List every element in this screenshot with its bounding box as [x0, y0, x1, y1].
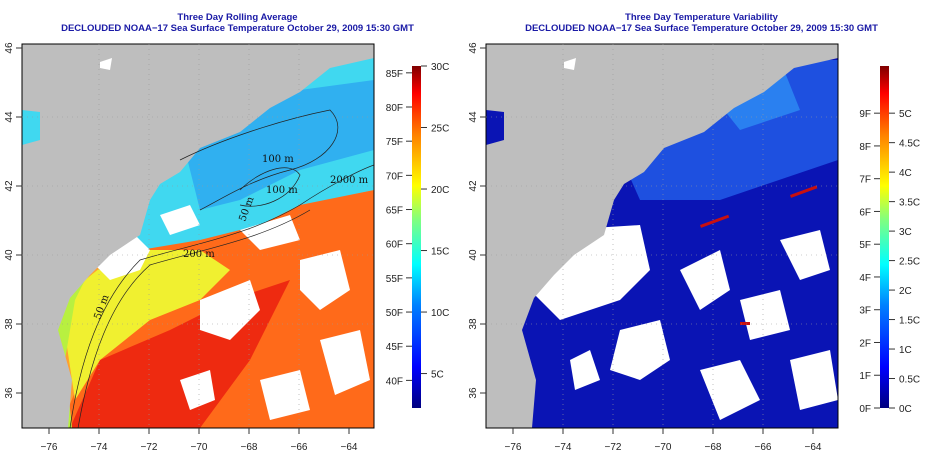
lon-tick-label: −66	[291, 442, 308, 453]
lon-tick-label: −68	[705, 442, 722, 453]
lat-tick-label: 38	[468, 318, 479, 330]
lat-tick-label: 42	[468, 180, 479, 192]
celsius-tick-label: 3C	[899, 227, 912, 238]
lat-tick-label: 38	[4, 318, 15, 330]
fahrenheit-tick-label: 9F	[859, 109, 871, 120]
fahrenheit-tick-label: 2F	[859, 338, 871, 349]
contour-label: 100 m	[266, 185, 298, 196]
celsius-tick-label: 2C	[899, 286, 912, 297]
fahrenheit-tick-label: 3F	[859, 306, 871, 317]
lon-tick-label: −72	[605, 442, 622, 453]
fahrenheit-tick-label: 55F	[386, 274, 403, 285]
lon-tick-label: −68	[241, 442, 258, 453]
shelf-water	[180, 80, 374, 210]
left-colorbar	[412, 66, 421, 408]
fahrenheit-tick-label: 85F	[386, 69, 403, 80]
land	[486, 44, 838, 428]
lat-tick-label: 44	[468, 111, 479, 123]
right-map-frame	[485, 43, 839, 429]
fahrenheit-tick-label: 0F	[859, 404, 871, 415]
celsius-tick-label: 10C	[431, 308, 449, 319]
right-colorbar	[880, 66, 889, 408]
lat-tick-label: 40	[468, 249, 479, 261]
lat-tick-label: 46	[4, 42, 15, 54]
bathymetry-contours	[69, 109, 374, 428]
high-variability-streaks	[700, 185, 818, 325]
fahrenheit-tick-label: 40F	[386, 376, 403, 387]
fahrenheit-tick-label: 75F	[386, 137, 403, 148]
lat-tick-label: 46	[468, 42, 479, 54]
fahrenheit-tick-label: 5F	[859, 240, 871, 251]
fahrenheit-tick-label: 4F	[859, 273, 871, 284]
land	[22, 44, 374, 428]
right-map	[486, 44, 838, 428]
right-subtitle: DECLOUDED NOAA−17 Sea Surface Temperatur…	[525, 23, 878, 34]
left-title: Three Day Rolling Average	[177, 12, 298, 23]
contour-label: 100 m	[262, 154, 294, 165]
celsius-tick-label: 4.5C	[899, 139, 920, 150]
left-map-frame	[21, 43, 375, 429]
lon-tick-label: −72	[141, 442, 158, 453]
lon-tick-label: −66	[755, 442, 772, 453]
yellow-water	[60, 250, 230, 400]
celsius-tick-label: 0C	[899, 404, 912, 415]
lat-tick-label: 44	[4, 111, 15, 123]
fahrenheit-tick-label: 80F	[386, 103, 403, 114]
fahrenheit-tick-label: 1F	[859, 371, 871, 382]
lon-tick-label: −64	[341, 442, 358, 453]
celsius-tick-label: 2.5C	[899, 257, 920, 268]
left-subtitle: DECLOUDED NOAA−17 Sea Surface Temperatur…	[61, 23, 414, 34]
celsius-tick-label: 5C	[899, 109, 912, 120]
fahrenheit-tick-label: 45F	[386, 342, 403, 353]
celsius-tick-label: 0.5C	[899, 375, 920, 386]
cloud-patches	[530, 225, 838, 420]
fahrenheit-tick-label: 7F	[859, 175, 871, 186]
right-title: Three Day Temperature Variability	[625, 12, 778, 23]
lat-tick-label: 36	[468, 387, 479, 399]
celsius-tick-label: 15C	[431, 247, 449, 258]
fahrenheit-tick-label: 60F	[386, 240, 403, 251]
celsius-tick-label: 3.5C	[899, 198, 920, 209]
contour-label: 2000 m	[330, 175, 369, 186]
lon-tick-label: −70	[655, 442, 672, 453]
lon-tick-label: −70	[191, 442, 208, 453]
lat-tick-label: 42	[4, 180, 15, 192]
left-map: 100 m 100 m 2000 m 50 m 200 m 50 m	[22, 44, 374, 428]
lon-tick-label: −76	[41, 442, 58, 453]
fahrenheit-tick-label: 6F	[859, 207, 871, 218]
celsius-tick-label: 25C	[431, 124, 449, 135]
celsius-tick-label: 20C	[431, 185, 449, 196]
fahrenheit-tick-label: 8F	[859, 142, 871, 153]
lon-tick-label: −74	[555, 442, 572, 453]
fahrenheit-tick-label: 50F	[386, 308, 403, 319]
lat-tick-label: 40	[4, 249, 15, 261]
fahrenheit-tick-label: 65F	[386, 206, 403, 217]
celsius-tick-label: 5C	[431, 370, 444, 381]
celsius-tick-label: 30C	[431, 62, 449, 73]
lon-tick-label: −74	[91, 442, 108, 453]
lon-tick-label: −64	[805, 442, 822, 453]
lat-tick-label: 36	[4, 387, 15, 399]
fahrenheit-tick-label: 70F	[386, 171, 403, 182]
celsius-tick-label: 4C	[899, 168, 912, 179]
celsius-tick-label: 1C	[899, 345, 912, 356]
lon-tick-label: −76	[505, 442, 522, 453]
celsius-tick-label: 1.5C	[899, 316, 920, 327]
